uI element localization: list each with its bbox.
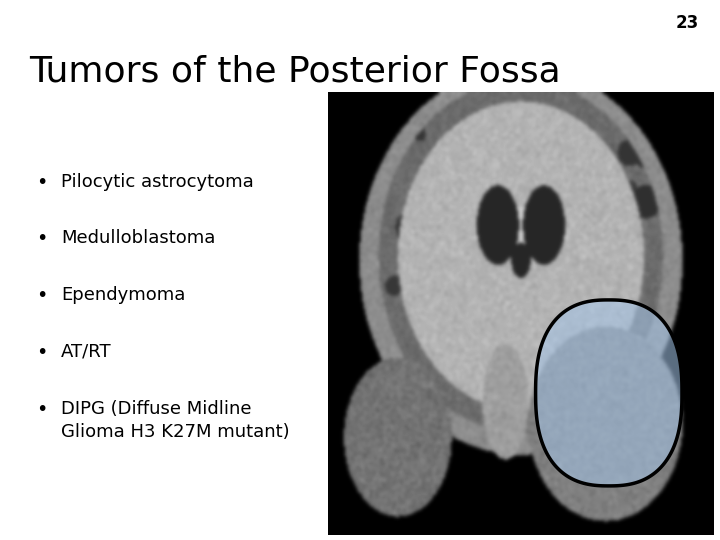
Text: •: •: [36, 173, 48, 192]
Text: Tumors of the Posterior Fossa: Tumors of the Posterior Fossa: [29, 54, 560, 88]
PathPatch shape: [536, 300, 682, 486]
Text: Pilocytic astrocytoma: Pilocytic astrocytoma: [61, 173, 254, 191]
Text: DIPG (Diffuse Midline
Glioma H3 K27M mutant): DIPG (Diffuse Midline Glioma H3 K27M mut…: [61, 400, 290, 441]
Text: AT/RT: AT/RT: [61, 343, 112, 361]
Text: Medulloblastoma: Medulloblastoma: [61, 230, 215, 247]
Text: •: •: [36, 343, 48, 362]
Text: •: •: [36, 400, 48, 419]
Text: Ependymoma: Ependymoma: [61, 286, 186, 304]
Text: •: •: [36, 230, 48, 248]
Text: 23: 23: [675, 14, 698, 31]
Text: •: •: [36, 286, 48, 305]
